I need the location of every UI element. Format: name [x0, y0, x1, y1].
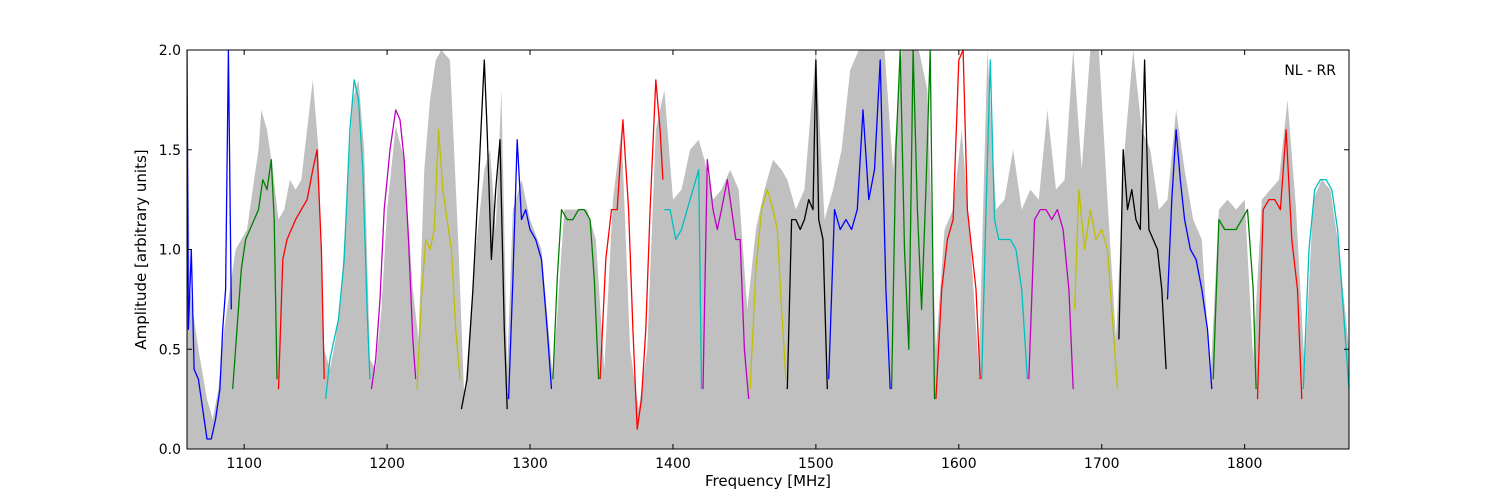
chart-annotation: NL - RR: [1284, 63, 1336, 79]
series-line-21: [1118, 59, 1167, 370]
series-line-2: [232, 159, 278, 390]
series-line-17: [935, 50, 981, 400]
x-tick-label: 1700: [1084, 456, 1120, 472]
x-tick-label: 1400: [655, 456, 691, 472]
y-tick-label: 1.5: [159, 143, 181, 159]
series-line-1: [187, 50, 232, 440]
series-line-12: [702, 159, 750, 400]
y-tick-label: 1.0: [159, 243, 181, 259]
background-envelope-layer: [187, 50, 1349, 449]
series-line-23: [1212, 208, 1257, 390]
x-tick-label: 1100: [226, 456, 262, 472]
x-axis-label: Frequency [MHz]: [705, 472, 831, 490]
series-line-8: [507, 139, 553, 400]
series-line-16: [890, 50, 936, 400]
y-tick-label: 0.5: [159, 342, 181, 358]
series-line-25: [1302, 179, 1349, 390]
x-tick-label: 1500: [798, 456, 834, 472]
series-line-10: [599, 79, 664, 430]
series-line-22: [1166, 129, 1213, 390]
x-tick-label: 1300: [512, 456, 548, 472]
x-tick-label: 1800: [1227, 456, 1263, 472]
y-axis-ticks: 0.0 0.5 1.0 1.5 2.0: [159, 43, 1349, 458]
series-line-5: [370, 109, 417, 390]
series-line-3: [277, 149, 325, 390]
series-line-20: [1073, 188, 1119, 390]
background-envelope-area: [187, 50, 1349, 449]
series-line-19: [1028, 208, 1074, 390]
series-line-6: [416, 129, 461, 390]
x-axis-ticks: 1100 1200 1300 1400 1500 1600 1700 1800: [226, 50, 1262, 472]
x-tick-label: 1200: [369, 456, 405, 472]
series-line-9: [552, 208, 600, 380]
series-layer: [187, 50, 1349, 440]
y-axis-label: Amplitude [arbitrary units]: [132, 149, 150, 349]
series-line-15: [828, 59, 891, 390]
y-tick-label: 0.0: [159, 442, 181, 458]
series-line-18: [981, 59, 1029, 380]
series-line-7: [460, 59, 508, 410]
series-line-24: [1256, 129, 1303, 400]
y-tick-label: 2.0: [159, 43, 181, 59]
x-tick-label: 1600: [941, 456, 977, 472]
series-line-4: [324, 79, 371, 400]
series-line-11: [664, 169, 703, 390]
series-line-14: [786, 59, 828, 390]
series-line-13: [749, 188, 787, 390]
